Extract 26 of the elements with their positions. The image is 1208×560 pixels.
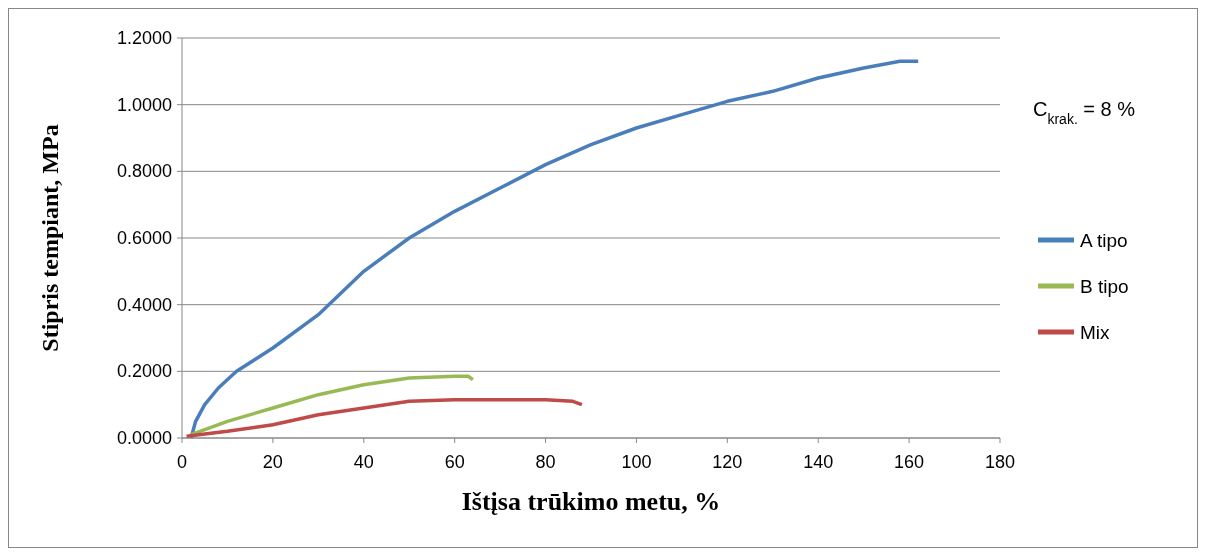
x-tick-label: 180 <box>984 452 1016 472</box>
legend-label: A tipo <box>1080 230 1128 251</box>
x-tick-label: 100 <box>621 452 652 472</box>
x-tick-label: 80 <box>535 452 556 472</box>
x-axis-title: Ištįsa trūkimo metu, % <box>461 487 721 516</box>
y-tick-label: 1.2000 <box>116 28 172 48</box>
legend-label: Mix <box>1080 322 1111 343</box>
y-tick-label: 0.4000 <box>116 294 172 315</box>
line-series <box>184 397 584 439</box>
legend-label: B tipo <box>1080 276 1129 297</box>
x-tick-label: 0 <box>176 452 188 472</box>
x-tick-label: 40 <box>353 452 374 472</box>
text: C$_{krak.}$ = 8 % <box>1033 98 1136 127</box>
x-tick-label: 60 <box>444 452 465 472</box>
y-tick-label: 0.0000 <box>116 428 172 448</box>
x-tick-label: 140 <box>803 452 834 472</box>
y-tick-label: 0.2000 <box>116 361 172 382</box>
line-series <box>189 59 920 440</box>
y-tick-label: 0.6000 <box>116 228 172 248</box>
y-tick-label: 0.8000 <box>116 161 172 182</box>
x-tick-label: 160 <box>894 452 925 472</box>
y-tick-label: 1.0000 <box>116 94 172 115</box>
x-tick-label: 120 <box>712 452 743 472</box>
line-series <box>189 374 475 437</box>
y-axis-title: Stipris tempiant, MPa <box>37 124 63 352</box>
x-tick-label: 20 <box>262 452 283 472</box>
